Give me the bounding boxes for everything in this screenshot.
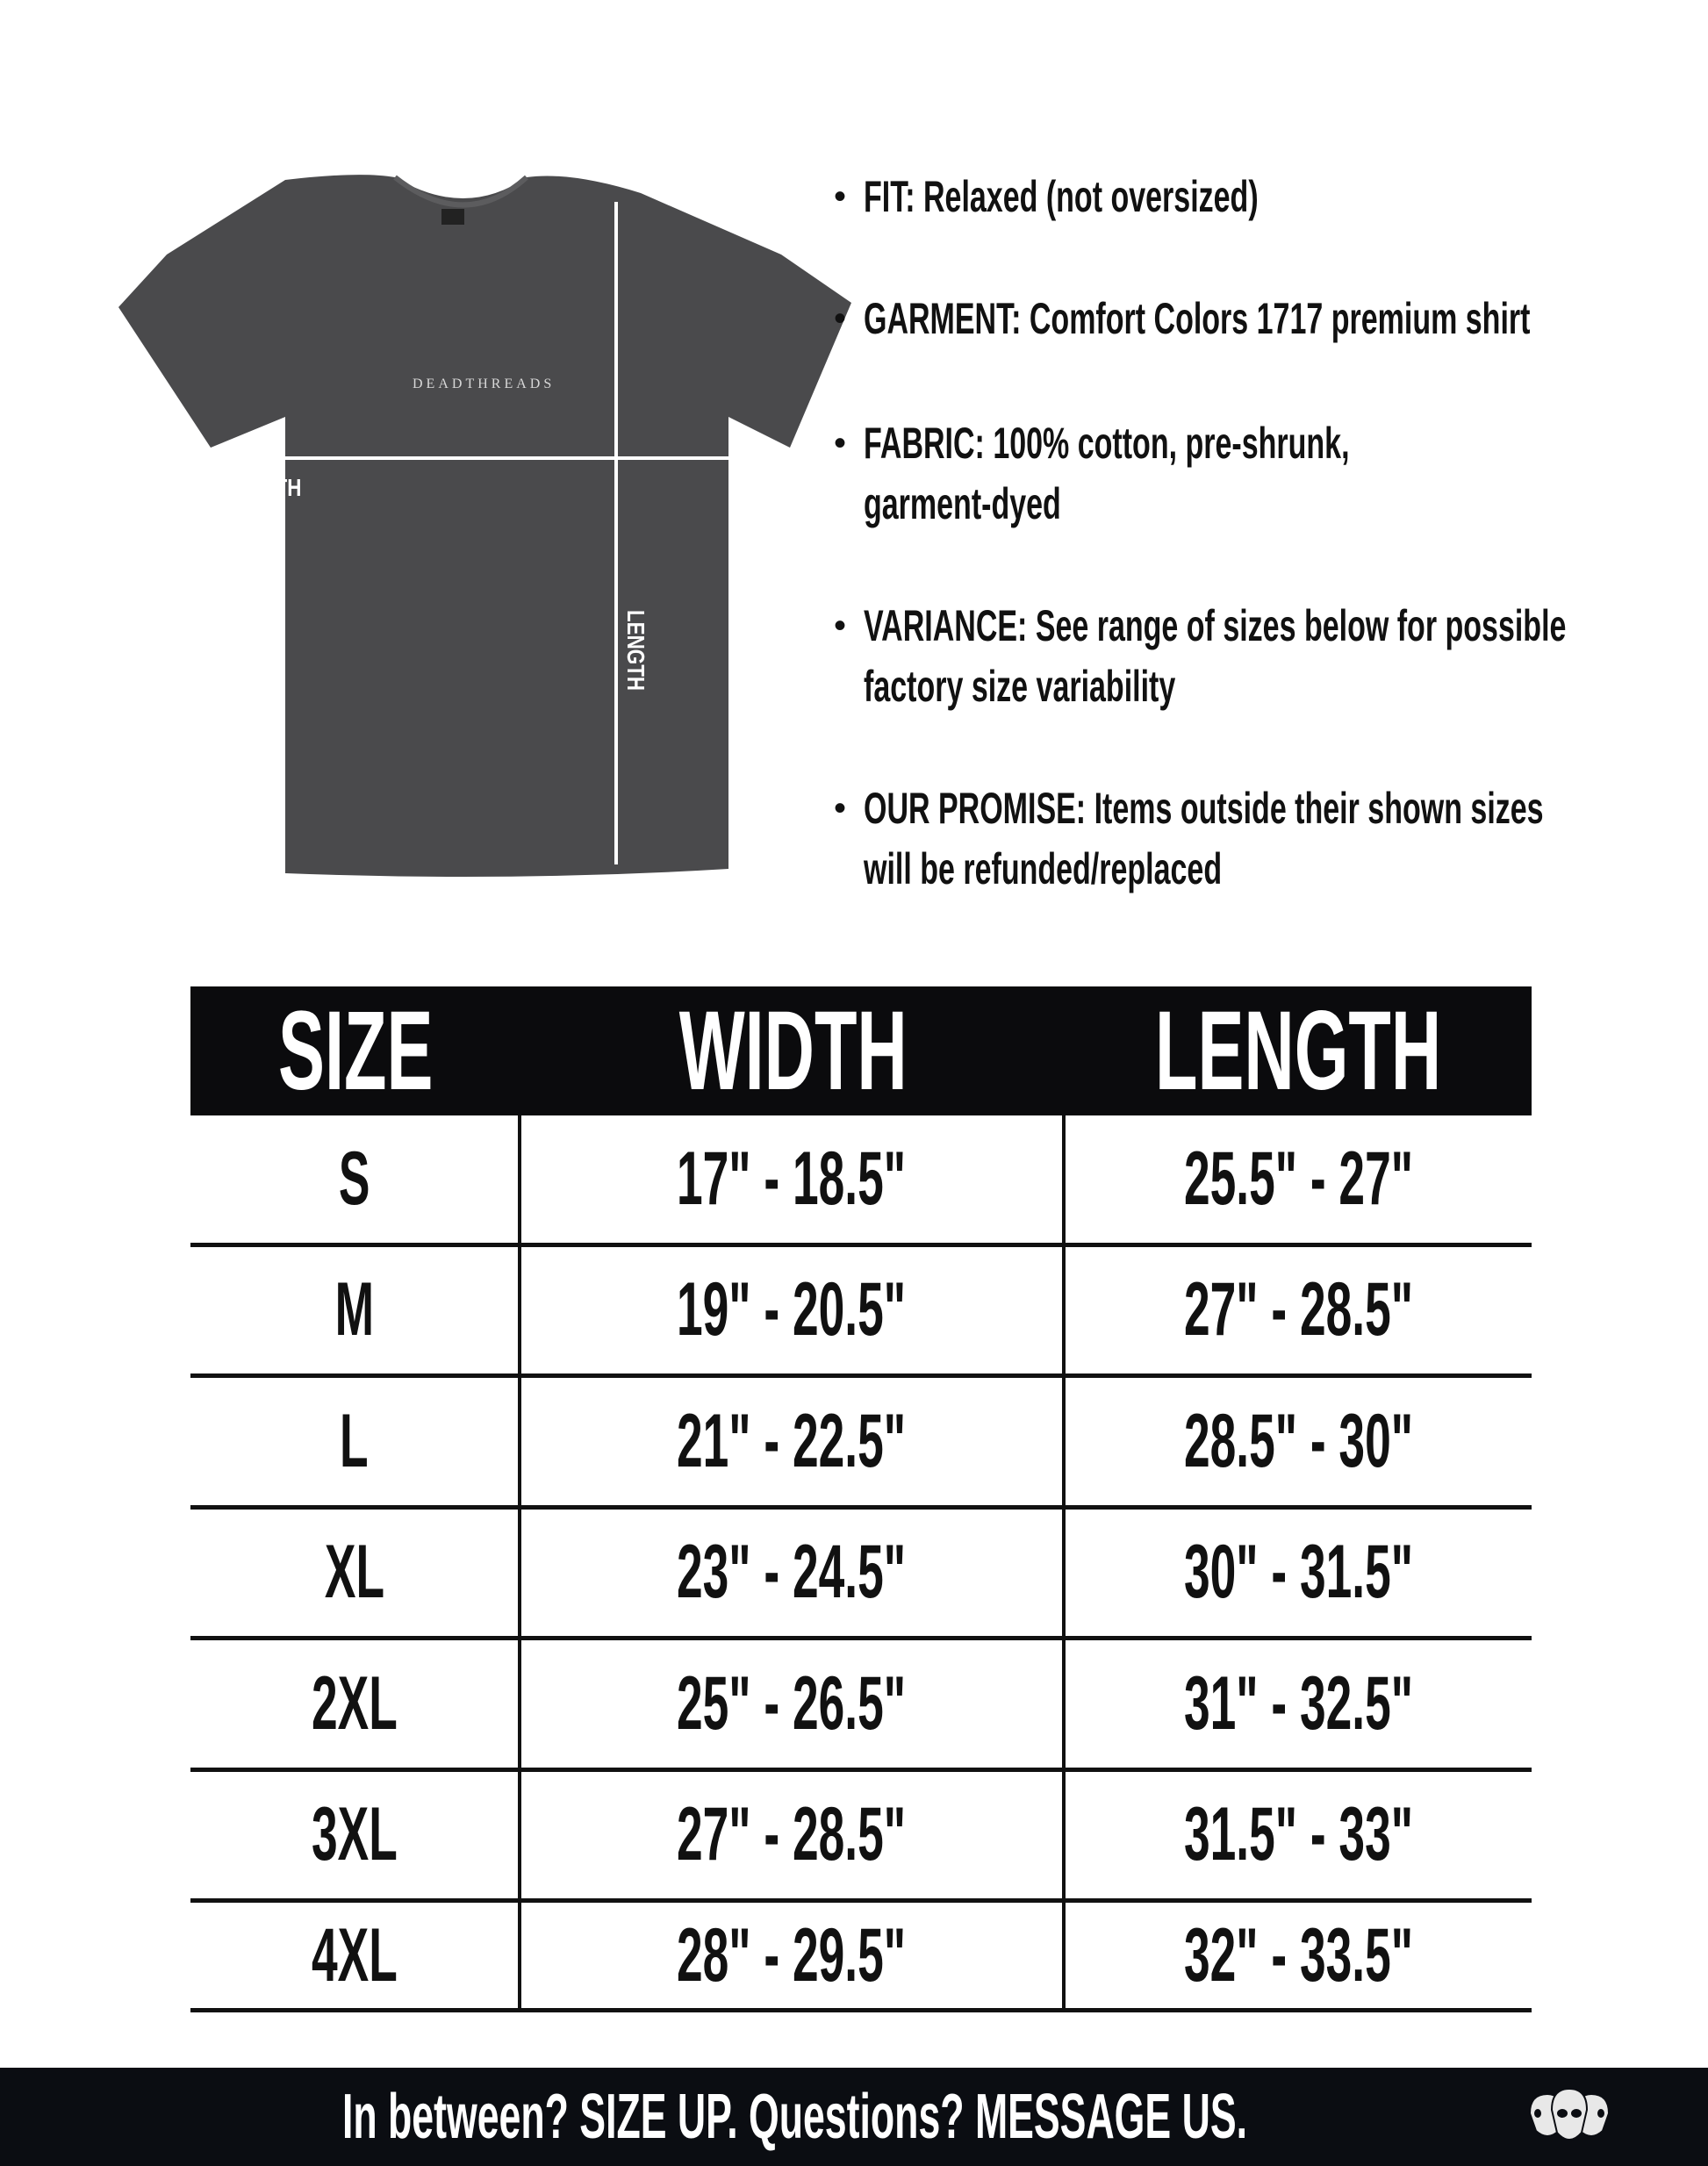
table-row: XL 23" - 24.5" 30" - 31.5" — [190, 1509, 1532, 1640]
bullet-dot: • — [834, 299, 847, 338]
cell-text: 32" - 33.5" — [1183, 1912, 1414, 1997]
cell-text: 4XL — [311, 1912, 398, 1997]
cell-text: 25.5" - 27" — [1183, 1136, 1414, 1221]
width-cell: 27" - 28.5" — [521, 1771, 1066, 1898]
length-cell: 31" - 32.5" — [1066, 1640, 1532, 1768]
cell-text: 31.5" - 33" — [1183, 1792, 1414, 1877]
cell-text: 19" - 20.5" — [677, 1267, 907, 1352]
length-cell: 31.5" - 33" — [1066, 1772, 1532, 1899]
size-cell: 4XL — [190, 1903, 521, 2008]
header-size: SIZE — [190, 986, 521, 1115]
header-length: LENGTH — [1066, 986, 1532, 1115]
feature-line: FIT: Relaxed (not oversized) — [864, 172, 1259, 221]
width-label: WIDTH — [237, 475, 301, 502]
size-cell: L — [190, 1378, 521, 1505]
table-row: L 21" - 22.5" 28.5" - 30" — [190, 1378, 1532, 1510]
width-cell: 25" - 26.5" — [521, 1640, 1066, 1768]
size-cell: M — [190, 1246, 521, 1373]
feature-line: garment-dyed — [864, 479, 1061, 528]
cell-text: 25" - 26.5" — [677, 1660, 907, 1746]
footer-text: In between? SIZE UP. Questions? MESSAGE … — [341, 2082, 1247, 2152]
cell-text: 21" - 22.5" — [677, 1398, 907, 1483]
length-cell: 30" - 31.5" — [1066, 1510, 1532, 1637]
collar — [393, 175, 529, 208]
cell-text: M — [334, 1267, 374, 1352]
feature-line: GARMENT: Comfort Colors 1717 premium shi… — [864, 294, 1531, 343]
feature-line: FABRIC: 100% cotton, pre-shrunk, — [864, 419, 1350, 468]
cell-text: 23" - 24.5" — [677, 1530, 907, 1615]
feature-line: OUR PROMISE: Items outside their shown s… — [864, 784, 1544, 833]
length-cell: 27" - 28.5" — [1066, 1247, 1532, 1374]
header-width: WIDTH — [521, 986, 1066, 1115]
cell-text: 17" - 18.5" — [677, 1136, 907, 1221]
header-text: LENGTH — [1155, 988, 1442, 1114]
table-row: 4XL 28" - 29.5" 32" - 33.5" — [190, 1903, 1532, 2012]
header-text: WIDTH — [678, 988, 908, 1114]
footer-banner: In between? SIZE UP. Questions? MESSAGE … — [0, 2068, 1708, 2166]
table-header: SIZE WIDTH LENGTH — [190, 986, 1532, 1115]
width-cell: 28" - 29.5" — [521, 1903, 1066, 2008]
tshirt-shape — [118, 175, 851, 877]
table-row: 2XL 25" - 26.5" 31" - 32.5" — [190, 1640, 1532, 1772]
cell-text: 3XL — [311, 1792, 398, 1877]
bullet-dot: • — [834, 177, 847, 216]
bullet-dot: • — [834, 424, 847, 463]
size-cell: XL — [190, 1509, 521, 1636]
width-cell: 19" - 20.5" — [521, 1246, 1066, 1373]
cell-text: 27" - 28.5" — [1183, 1267, 1414, 1352]
feature-line: factory size variability — [864, 662, 1176, 711]
cell-text: 2XL — [311, 1660, 398, 1746]
feature-line: will be refunded/replaced — [864, 844, 1223, 893]
bullet-dot: • — [834, 789, 847, 828]
table-row: S 17" - 18.5" 25.5" - 27" — [190, 1115, 1532, 1247]
neck-label — [441, 209, 464, 225]
cell-text: 28.5" - 30" — [1183, 1398, 1414, 1483]
table-body: S 17" - 18.5" 25.5" - 27" M 19" - 20.5" 27" -… — [190, 1115, 1532, 2012]
length-cell: 28.5" - 30" — [1066, 1378, 1532, 1505]
size-cell: 3XL — [190, 1771, 521, 1898]
size-chart-table: SIZE WIDTH LENGTH S 17" - 18.5" 25.5" - 27… — [190, 986, 1532, 2012]
tshirt-measurement-image: DEADTHREADS WIDTH LENGTH — [118, 175, 851, 877]
length-cell: 32" - 33.5" — [1066, 1903, 1532, 2008]
cell-text: 31" - 32.5" — [1183, 1660, 1414, 1746]
cell-text: 30" - 31.5" — [1183, 1530, 1414, 1615]
brand-print: DEADTHREADS — [413, 377, 555, 391]
length-label: LENGTH — [621, 610, 649, 691]
size-cell: 2XL — [190, 1640, 521, 1768]
width-cell: 17" - 18.5" — [521, 1115, 1066, 1243]
cell-text: L — [340, 1398, 369, 1483]
cell-text: 28" - 29.5" — [677, 1912, 907, 1997]
cell-text: XL — [324, 1530, 384, 1615]
feature-line: VARIANCE: See range of sizes below for p… — [864, 601, 1567, 650]
size-cell: S — [190, 1115, 521, 1243]
table-row: 3XL 27" - 28.5" 31.5" - 33" — [190, 1771, 1532, 1903]
table-row: M 19" - 20.5" 27" - 28.5" — [190, 1246, 1532, 1378]
bullet-dot: • — [834, 606, 847, 645]
width-cell: 23" - 24.5" — [521, 1509, 1066, 1636]
length-cell: 25.5" - 27" — [1066, 1115, 1532, 1243]
cell-text: S — [338, 1136, 370, 1221]
three-skulls-icon — [1528, 2087, 1611, 2141]
width-cell: 21" - 22.5" — [521, 1378, 1066, 1505]
cell-text: 27" - 28.5" — [677, 1792, 907, 1877]
footer-message: In between? SIZE UP. Questions? MESSAGE … — [0, 2068, 1589, 2166]
header-text: SIZE — [278, 988, 434, 1114]
